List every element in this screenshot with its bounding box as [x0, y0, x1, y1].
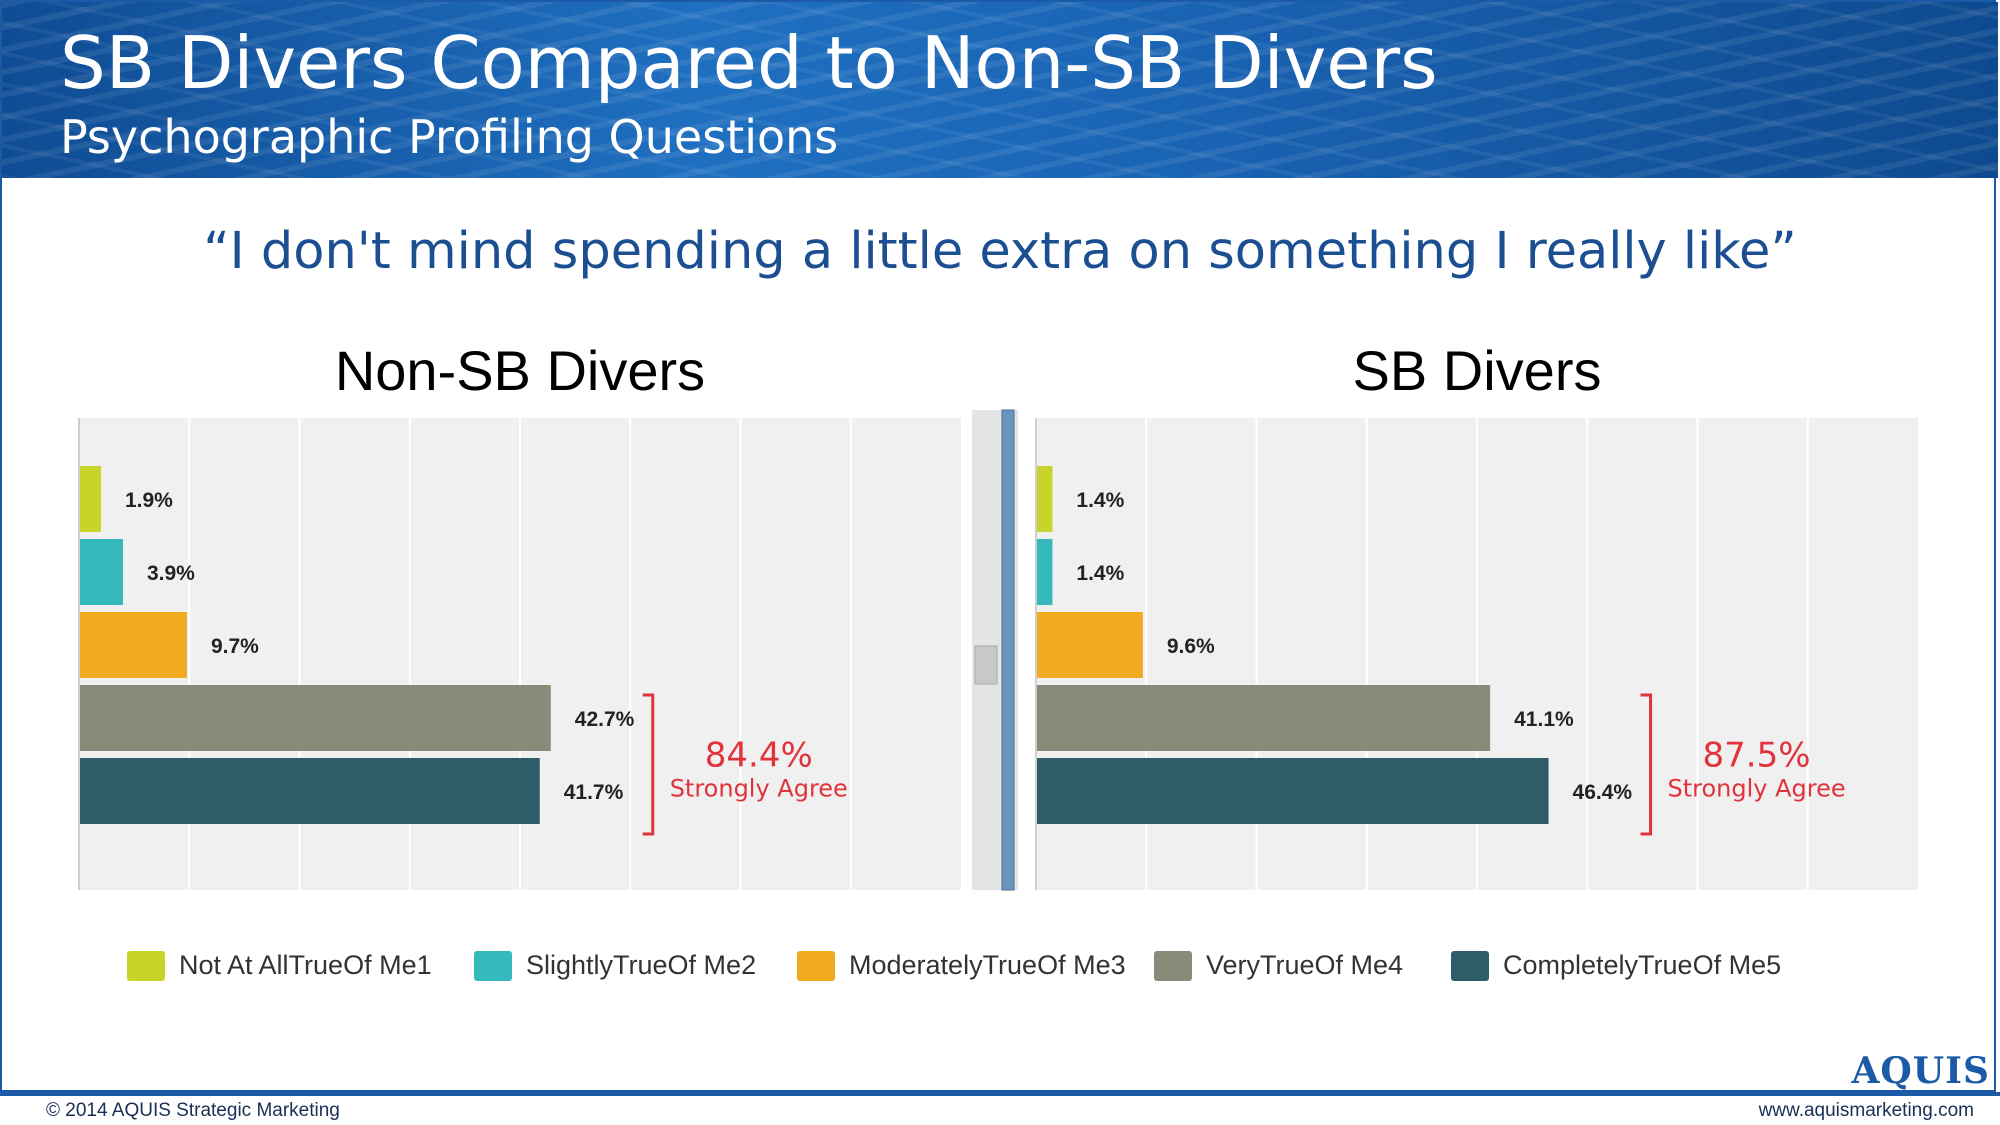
annotation-label: Strongly Agree	[670, 775, 848, 803]
splitter-bar[interactable]	[1001, 409, 1015, 891]
bar-value-label: 3.9%	[147, 562, 195, 585]
bar-value-label: 1.4%	[1076, 489, 1124, 512]
legend-item: VeryTrueOf Me4	[1154, 950, 1403, 981]
annotation-non-sb: 84.4%Strongly Agree	[642, 693, 848, 836]
footer-website[interactable]: www.aquismarketing.com	[1758, 1100, 1974, 1121]
annotation-sb: 87.5%Strongly Agree	[1640, 693, 1846, 836]
slide-subtitle: Psychographic Profiling Questions	[60, 110, 839, 164]
footer-copyright: © 2014 AQUIS Strategic Marketing	[46, 1100, 340, 1121]
legend-swatch	[474, 950, 512, 981]
bar-1	[80, 466, 101, 532]
legend-item: CompletelyTrueOf Me5	[1451, 950, 1781, 981]
bar-4	[80, 685, 551, 751]
legend-item: Not At AllTrueOf Me1	[127, 950, 432, 981]
legend-label: VeryTrueOf Me4	[1206, 950, 1404, 980]
annotation-label: Strongly Agree	[1667, 775, 1845, 803]
annotation-value: 87.5%	[1703, 736, 1811, 776]
legend: Not At AllTrueOf Me1 SlightlyTrueOf Me2 …	[0, 950, 2000, 990]
footer-divider	[0, 1092, 2000, 1096]
bar-value-label: 9.6%	[1167, 635, 1215, 658]
legend-label: SlightlyTrueOf Me2	[526, 950, 757, 980]
legend-swatch	[797, 950, 835, 981]
bar-5	[80, 758, 540, 824]
annotation-value: 84.4%	[705, 736, 813, 776]
aquis-logo: AQUIS	[1851, 1050, 1990, 1092]
bar-1	[1037, 466, 1053, 532]
bar-value-label: 46.4%	[1573, 781, 1633, 804]
legend-label: CompletelyTrueOf Me5	[1503, 950, 1782, 980]
slide-frame	[0, 0, 1996, 1092]
bar-value-label: 41.1%	[1514, 708, 1574, 731]
annotation-bracket	[642, 693, 655, 836]
gridlines-sb	[1145, 418, 1809, 890]
legend-label: Not At AllTrueOf Me1	[179, 950, 432, 980]
bar-5	[1037, 758, 1549, 824]
bar-2	[80, 539, 123, 605]
legend-item: SlightlyTrueOf Me2	[474, 950, 756, 981]
bar-3	[80, 612, 187, 678]
legend-swatch	[127, 950, 165, 981]
bar-value-label: 1.9%	[125, 489, 173, 512]
scrollbar-thumb[interactable]	[974, 645, 998, 685]
annotation-bracket	[1640, 693, 1653, 836]
header-banner: SB Divers Compared to Non-SB Divers Psyc…	[2, 2, 1998, 178]
charts-canvas: 1.9% 3.9% 9.7% 42.7% 41.7% 1.4% 1.4% 9.6% 41.1%…	[78, 409, 1918, 891]
bar-value-label: 42.7%	[575, 708, 635, 731]
legend-item: ModeratelyTrueOf Me3	[797, 950, 1126, 981]
question-text: “I don't mind spending a little extra on…	[203, 222, 1797, 281]
bars-sb: 1.4% 1.4% 9.6% 41.1% 46.4%	[1037, 466, 1632, 824]
slide-title: SB Divers Compared to Non-SB Divers	[60, 21, 1438, 105]
legend-swatch	[1451, 950, 1489, 981]
bar-2	[1037, 539, 1053, 605]
chart-title-sb: SB Divers	[1352, 339, 1602, 402]
chart-title-non-sb: Non-SB Divers	[334, 339, 706, 402]
legend-swatch	[1154, 950, 1192, 981]
legend-label: ModeratelyTrueOf Me3	[849, 950, 1126, 980]
bar-value-label: 1.4%	[1076, 562, 1124, 585]
bars-non-sb: 1.9% 3.9% 9.7% 42.7% 41.7%	[80, 466, 635, 824]
bar-3	[1037, 612, 1143, 678]
bar-value-label: 9.7%	[211, 635, 259, 658]
bar-4	[1037, 685, 1491, 751]
bar-value-label: 41.7%	[564, 781, 624, 804]
